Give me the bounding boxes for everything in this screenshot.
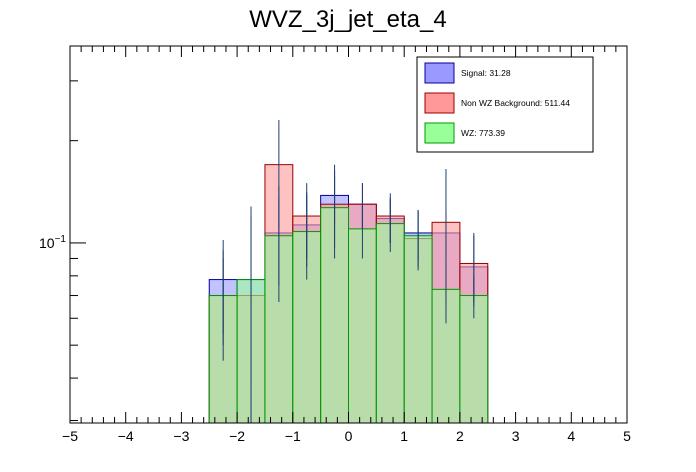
chart-title: WVZ_3j_jet_eta_4 — [249, 6, 446, 33]
x-tick-label: −3 — [173, 428, 189, 444]
legend-label-wz: WZ: 773.39 — [461, 128, 505, 138]
x-tick-label: −5 — [62, 428, 78, 444]
wz-bar — [375, 223, 405, 424]
x-tick-label: 0 — [345, 428, 353, 444]
x-tick-label: 4 — [567, 428, 575, 444]
x-tick-label: −2 — [229, 428, 245, 444]
legend-swatch-non-wz-background — [424, 92, 455, 114]
x-tick-label: 5 — [623, 428, 631, 444]
y-tick-label: 10−1 — [39, 234, 66, 251]
x-tick-label: −4 — [118, 428, 134, 444]
legend-swatch-signal — [424, 62, 455, 84]
x-tick-label: 1 — [400, 428, 408, 444]
legend: Signal: 31.28 Non WZ Background: 511.44 WZ… — [416, 56, 594, 153]
legend-swatch-wz — [424, 122, 455, 144]
legend-label-non-wz-background: Non WZ Background: 511.44 — [461, 98, 570, 108]
x-tick-label: 2 — [456, 428, 464, 444]
error-bar-layer — [222, 120, 475, 423]
legend-label-signal: Signal: 31.28 — [461, 68, 511, 78]
x-tick-label: −1 — [285, 428, 301, 444]
x-tick-label: 3 — [512, 428, 520, 444]
axis-layer: −5 −4 −3 −2 −1 0 1 2 3 4 5 10−1 — [39, 46, 631, 444]
